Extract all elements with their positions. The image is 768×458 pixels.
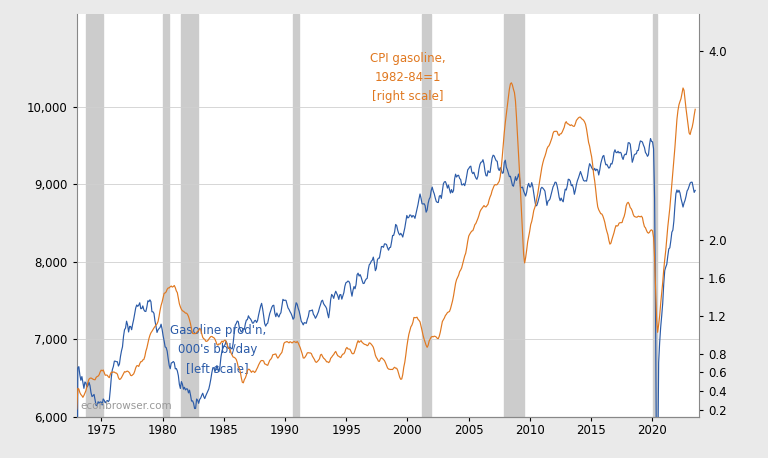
Text: econbrowser.com: econbrowser.com: [81, 401, 172, 410]
Bar: [163, 14, 169, 417]
Bar: [505, 14, 524, 417]
Bar: [422, 14, 431, 417]
Text: CPI gasoline,
1982-84=1
[right scale]: CPI gasoline, 1982-84=1 [right scale]: [369, 53, 445, 104]
Bar: [293, 14, 300, 417]
Bar: [654, 14, 657, 417]
Bar: [181, 14, 198, 417]
Text: Gasoline prod'n,
000's bbl/day
[left scale]: Gasoline prod'n, 000's bbl/day [left sca…: [170, 324, 266, 375]
Bar: [86, 14, 104, 417]
